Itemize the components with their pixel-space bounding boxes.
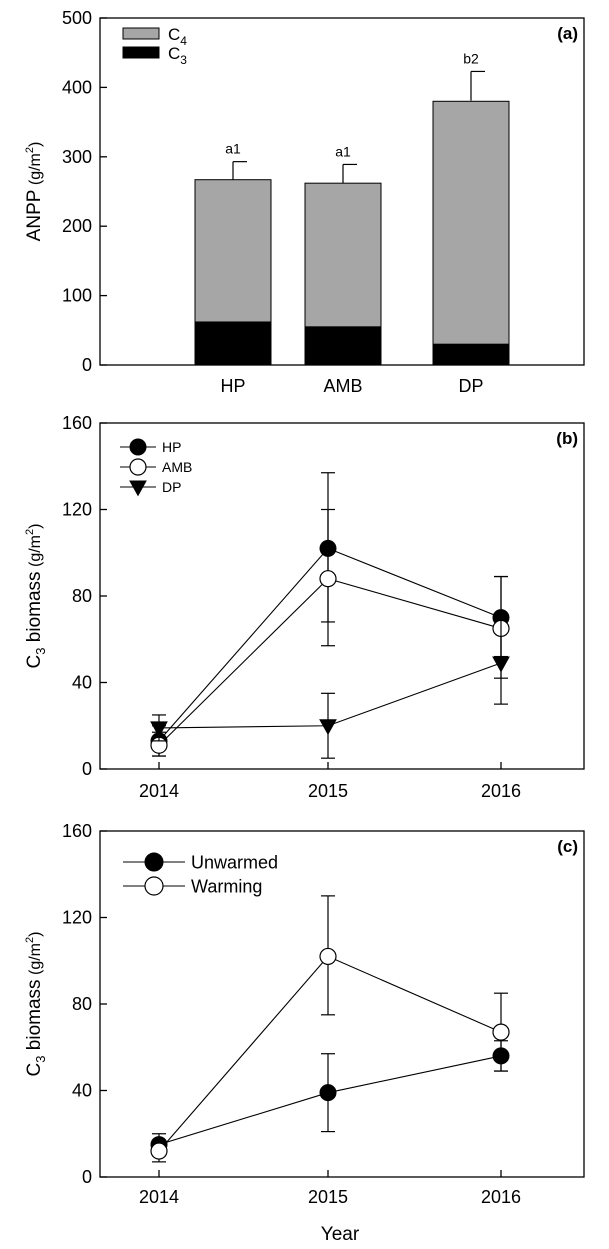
x-tick-label: 2016 [481,781,521,801]
y-tick-label: 100 [62,286,92,306]
x-tick-label: HP [220,376,245,396]
legend-label: AMB [162,459,192,475]
y-axis-title-unit-close: ) [27,524,44,529]
y-axis-title-unit-superscript: 2 [24,529,36,535]
y-axis-title-main: ANPP [24,190,45,242]
series-warming [150,895,510,1163]
y-axis-title-unit-superscript: 2 [24,147,36,153]
x-tick-label: 2016 [481,1187,521,1207]
legend-swatch-c4 [122,27,160,40]
y-tick-label: 80 [72,994,92,1014]
legend-marker [144,876,164,896]
legend-label-letter: C [168,44,180,63]
legend-swatch-c3 [122,46,160,59]
x-tick-label: DP [458,376,483,396]
y-axis-title: C3 biomass (g/m2) [24,932,48,1077]
legend-marker [144,852,164,872]
bar-dp-c4 [432,100,510,345]
legend-label-subscript: 4 [180,34,187,48]
series-line [158,662,502,729]
y-axis-title-unit-close: ) [27,142,44,147]
y-axis-title-unit: (g/m [27,153,44,189]
panel-label: (b) [556,429,578,448]
y-axis-title-rest: biomass [24,979,45,1055]
y-axis-title-unit-superscript: 2 [24,937,36,943]
x-tick-label: 2014 [139,781,179,801]
y-tick-label: 0 [82,355,92,375]
significance-label: a1 [225,141,241,157]
y-axis-title-unit: (g/m [27,535,44,571]
bar-hp-c4 [194,179,272,323]
y-tick-label: 80 [72,586,92,606]
plot-frame [99,830,585,1178]
data-point [492,656,510,673]
y-axis-title-unit: (g/m [27,943,44,979]
data-point [150,1142,168,1160]
panel-3: 0 40 80 120 160 (c) 2014 2015 2016 Unwarmed Warmin… [24,821,585,1245]
legend-label-c4: C4 [168,25,187,48]
y-axis-title-unit-close: ) [27,932,44,937]
data-point [319,570,337,588]
panel-1: 0 100 200 300 400 500 (a) a1 HP a1 AMB b2 DP ANPP (g/… [24,8,585,396]
y-tick-label: 0 [82,759,92,779]
x-tick-label: 2015 [308,1187,348,1207]
y-tick-label: 160 [62,413,92,433]
legend-label: DP [162,479,181,495]
data-point [492,1023,510,1041]
legend-label-letter: C [168,25,180,44]
panel-label: (c) [557,837,578,856]
y-axis-title-subscript: 3 [33,647,48,654]
x-axis-title: Year [321,1224,360,1245]
y-tick-label: 40 [72,673,92,693]
y-axis-title-rest: biomass [24,571,45,647]
y-tick-label: 200 [62,216,92,236]
significance-label: b2 [463,50,479,66]
legend-label: Unwarmed [191,852,278,872]
data-point [319,1084,337,1102]
y-tick-label: 40 [72,1081,92,1101]
series-dp [150,617,510,759]
y-axis-title: ANPP (g/m2) [24,142,45,242]
data-point [319,947,337,966]
series-hp [150,472,510,757]
panel-label: (a) [557,24,578,43]
legend-label-c3: C3 [168,44,187,67]
y-axis-title-subscript: 3 [33,1055,48,1062]
data-point [319,719,337,736]
y-tick-label: 120 [62,500,92,520]
y-tick-label: 120 [62,908,92,928]
x-tick-label: AMB [323,376,362,396]
y-tick-label: 400 [62,77,92,97]
y-axis-title-main: C [24,655,45,669]
significance-label: a1 [335,143,351,159]
legend-marker [129,438,147,456]
panel-2: 0 40 80 120 160 (b) 2014 2015 2016 HP AMB DP C3 biom… [24,413,585,801]
legend-label-subscript: 3 [180,53,187,67]
y-tick-label: 300 [62,147,92,167]
x-tick-label: 2014 [139,1187,179,1207]
legend-marker [129,458,147,476]
legend-label: HP [162,439,181,455]
x-tick-label: 2015 [308,781,348,801]
y-axis-title: C3 biomass (g/m2) [24,524,48,669]
bar-amb-c4 [304,182,382,328]
legend-marker [129,480,147,497]
y-tick-label: 160 [62,821,92,841]
legend-label: Warming [191,876,262,896]
y-axis-title-main: C [24,1063,45,1077]
data-point [150,721,168,738]
y-tick-label: 500 [62,8,92,28]
y-tick-label: 0 [82,1167,92,1187]
